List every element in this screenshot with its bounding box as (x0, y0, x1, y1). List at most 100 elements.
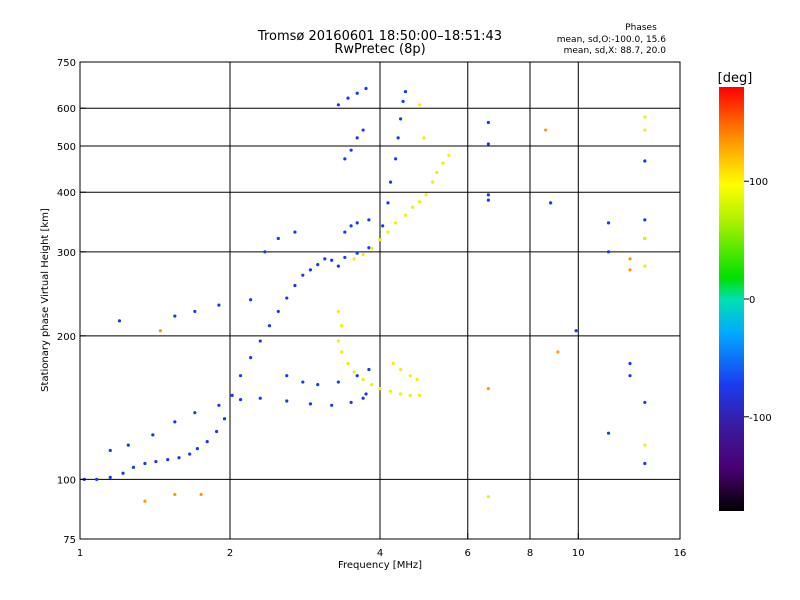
x-tick-label: 1 (77, 548, 83, 559)
y-tick-label: 500 (57, 142, 76, 153)
data-point (486, 198, 490, 202)
colorbar (719, 87, 744, 511)
data-point (267, 324, 272, 328)
data-point (370, 246, 374, 250)
data-point (367, 246, 371, 250)
data-point (276, 236, 280, 241)
data-point (486, 120, 490, 125)
data-point (544, 128, 548, 132)
data-point (249, 298, 253, 302)
data-point (285, 399, 289, 403)
data-point (361, 128, 365, 132)
data-point (394, 157, 398, 161)
data-point (108, 475, 112, 479)
data-point (293, 283, 297, 288)
data-point (285, 374, 289, 378)
data-point (285, 296, 289, 300)
data-point (215, 429, 219, 434)
data-point (399, 392, 403, 396)
data-point (217, 303, 221, 307)
data-point (628, 257, 632, 261)
data-point (361, 252, 365, 257)
data-point (238, 374, 243, 378)
legend-x-mode: mean, sd,X: 88.7, 20.0 (564, 46, 667, 56)
data-point (195, 447, 199, 451)
y-tick-label: 750 (57, 58, 76, 69)
data-point (424, 193, 428, 197)
data-point (343, 230, 347, 234)
data-point (355, 374, 359, 378)
data-point (340, 324, 344, 328)
data-point (349, 224, 353, 228)
legend-title: Phases (625, 23, 657, 33)
data-point (336, 103, 340, 107)
data-point (316, 383, 320, 387)
colorbar-tick-label: -100 (749, 413, 772, 424)
data-point (346, 361, 350, 366)
data-point (606, 250, 611, 254)
data-point (628, 374, 632, 378)
data-point (177, 456, 181, 460)
data-point (361, 377, 365, 382)
data-point (199, 492, 203, 497)
grid-lines (80, 62, 680, 539)
x-tick-label: 4 (377, 548, 383, 559)
data-point (308, 268, 313, 272)
data-point (349, 400, 353, 405)
data-point (556, 350, 560, 354)
data-point (415, 377, 419, 382)
y-tick-label: 600 (57, 104, 76, 115)
data-point (386, 201, 390, 205)
data-point (403, 213, 408, 217)
data-point (643, 443, 647, 447)
data-point (401, 99, 405, 104)
colorbar-ticks: 100 0 -100 (744, 177, 772, 424)
y-axis-label: Stationary phase Virtual Height [km] (40, 208, 51, 392)
data-point (643, 218, 647, 222)
x-tick-label: 10 (572, 548, 585, 559)
data-point (346, 96, 350, 100)
data-point (643, 159, 647, 163)
y-tick-label: 100 (57, 475, 76, 486)
y-tick-label: 200 (57, 332, 76, 343)
data-point (643, 115, 647, 119)
data-point (643, 128, 647, 132)
data-point (378, 238, 382, 242)
data-point (394, 221, 398, 225)
data-point (173, 420, 177, 424)
data-point (643, 400, 647, 405)
data-point (417, 200, 422, 204)
data-point (388, 389, 393, 393)
data-point (364, 392, 368, 396)
data-point (352, 257, 356, 261)
data-point (606, 221, 611, 225)
data-point (173, 314, 177, 318)
x-tick-label: 8 (527, 548, 533, 559)
data-point (486, 387, 490, 391)
x-axis-label: Frequency [MHz] (338, 560, 422, 571)
y-tick-label: 400 (57, 188, 76, 199)
data-point (330, 403, 334, 407)
data-point (408, 393, 412, 398)
x-tick-label: 16 (674, 548, 687, 559)
data-point (330, 258, 334, 262)
data-point (422, 136, 426, 140)
data-point (549, 201, 553, 205)
data-point (417, 393, 422, 398)
data-point (355, 221, 359, 225)
data-point (293, 230, 297, 234)
data-point (391, 361, 395, 366)
data-point (230, 393, 234, 398)
data-point (430, 180, 435, 184)
data-point (410, 205, 415, 209)
data-point (340, 350, 344, 354)
data-point (217, 403, 221, 407)
data-point (249, 356, 253, 360)
data-point (263, 250, 267, 254)
data-point (143, 461, 147, 466)
data-point (355, 91, 359, 95)
data-point (151, 433, 155, 437)
data-point (441, 161, 445, 165)
data-point (154, 459, 158, 464)
